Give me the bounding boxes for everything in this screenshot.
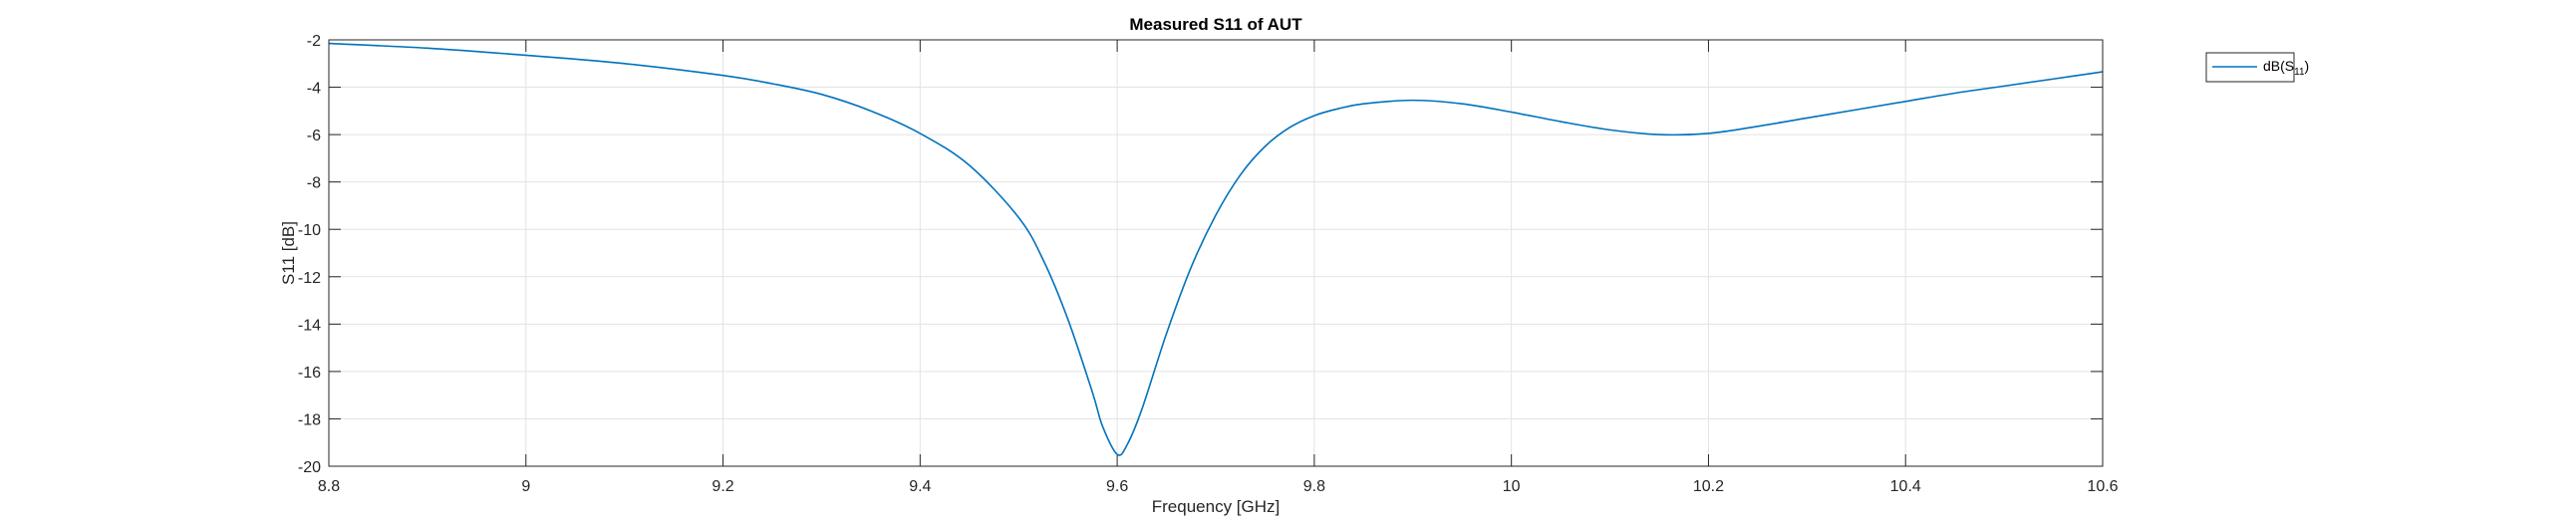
y-tick-label: -16 xyxy=(298,365,321,382)
x-tick-labels: 8.8 9 9.2 9.4 9.6 9.8 10 10.2 10.4 10.6 xyxy=(318,478,2119,495)
x-tick-label: 9 xyxy=(521,478,530,495)
y-tick-label: -2 xyxy=(307,33,321,50)
s11-series-line xyxy=(328,42,2104,456)
y-tick-labels: -20 -18 -16 -14 -12 -10 -8 -6 -4 -2 xyxy=(298,33,321,476)
y-tick-label: -20 xyxy=(298,459,321,476)
plot-area xyxy=(329,40,2103,466)
x-tick-label: 10.6 xyxy=(2087,478,2118,495)
legend: dB(S11) xyxy=(2205,52,2309,83)
chart-title: Measured S11 of AUT xyxy=(1129,15,1302,34)
x-tick-label: 10 xyxy=(1503,478,1521,495)
x-tick-label: 9.6 xyxy=(1106,478,1128,495)
x-tick-label: 9.4 xyxy=(909,478,931,495)
legend-label: dB(S11) xyxy=(2263,58,2309,78)
x-tick-label: 8.8 xyxy=(318,478,340,495)
y-tick-label: -10 xyxy=(298,222,321,239)
y-axis-label: S11 [dB] xyxy=(279,221,298,285)
x-tick-label: 9.2 xyxy=(712,478,733,495)
y-tick-label: -18 xyxy=(298,411,321,428)
legend-subscript: 11 xyxy=(2294,67,2305,78)
axes-box xyxy=(328,39,2104,467)
y-tick-label: -8 xyxy=(307,175,321,192)
x-tick-label: 10.2 xyxy=(1693,478,1724,495)
y-tick-label: -6 xyxy=(307,128,321,144)
x-tick-label: 10.4 xyxy=(1890,478,1921,495)
x-axis-label: Frequency [GHz] xyxy=(1152,497,1281,516)
y-tick-label: -12 xyxy=(298,270,321,287)
x-tick-label: 9.8 xyxy=(1303,478,1325,495)
y-tick-label: -4 xyxy=(307,81,321,98)
y-tick-label: -14 xyxy=(298,317,321,334)
